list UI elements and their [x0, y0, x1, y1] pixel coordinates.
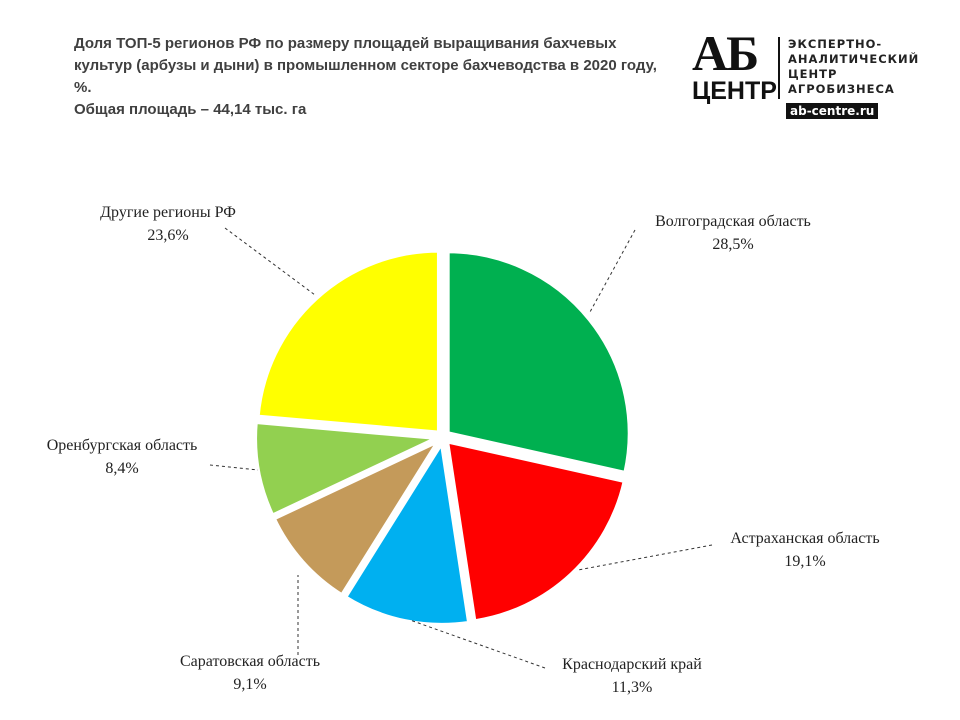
category-label: Волгоградская область	[655, 213, 811, 230]
pie-slice	[271, 436, 444, 599]
pie-slice	[444, 438, 628, 624]
data-label: Другие регионы РФ 23,6%	[93, 201, 243, 247]
value-label: 19,1%	[784, 553, 826, 570]
logo-mark: АБ	[692, 25, 759, 81]
logo: АБ ЦЕНТР ЭКСПЕРТНО- АНАЛИТИЧЕСКИЙ ЦЕНТР …	[690, 25, 932, 121]
leader-line	[577, 544, 713, 571]
value-label: 11,3%	[611, 679, 653, 696]
value-label: 8,4%	[105, 460, 139, 477]
pie-slice	[342, 437, 472, 627]
category-label: Астраханская область	[730, 530, 880, 547]
logo-word: ЦЕНТР	[692, 77, 777, 105]
pie-slice	[255, 248, 441, 435]
value-label: 23,6%	[147, 227, 189, 244]
logo-text: ЭКСПЕРТНО- АНАЛИТИЧЕСКИЙ ЦЕНТР АГРОБИЗНЕ…	[788, 37, 919, 97]
value-label: 9,1%	[233, 676, 267, 693]
leader-line	[209, 464, 259, 471]
data-label: Оренбургская область 8,4%	[0, 434, 272, 480]
logo-line: АНАЛИТИЧЕСКИЙ	[788, 52, 920, 66]
category-label: Другие регионы РФ	[100, 204, 236, 221]
data-label: Волгоградская область 28,5%	[583, 210, 883, 256]
logo-line: АГРОБИЗНЕСА	[788, 82, 895, 96]
chart-title: Доля ТОП-5 регионов РФ по размеру площад…	[74, 35, 657, 96]
value-label: 28,5%	[712, 236, 754, 253]
logo-site: ab-centre.ru	[786, 103, 879, 119]
title-block: Доля ТОП-5 регионов РФ по размеру площад…	[74, 33, 674, 121]
pie-slice	[445, 249, 632, 476]
chart-subtitle: Общая площадь – 44,14 тыс. га	[74, 101, 307, 118]
logo-line: ЦЕНТР	[788, 67, 838, 81]
logo-line: ЭКСПЕРТНО-	[788, 37, 883, 51]
category-label: Саратовская область	[179, 653, 320, 670]
logo-divider	[778, 37, 780, 99]
data-label: Астраханская область 19,1%	[655, 527, 955, 573]
category-label: Краснодарский край	[562, 656, 702, 673]
category-label: Оренбургская область	[46, 437, 198, 454]
data-label: Краснодарский край 11,3%	[482, 653, 782, 699]
data-label: Саратовская область 9,1%	[100, 650, 400, 696]
leader-line	[224, 227, 316, 296]
